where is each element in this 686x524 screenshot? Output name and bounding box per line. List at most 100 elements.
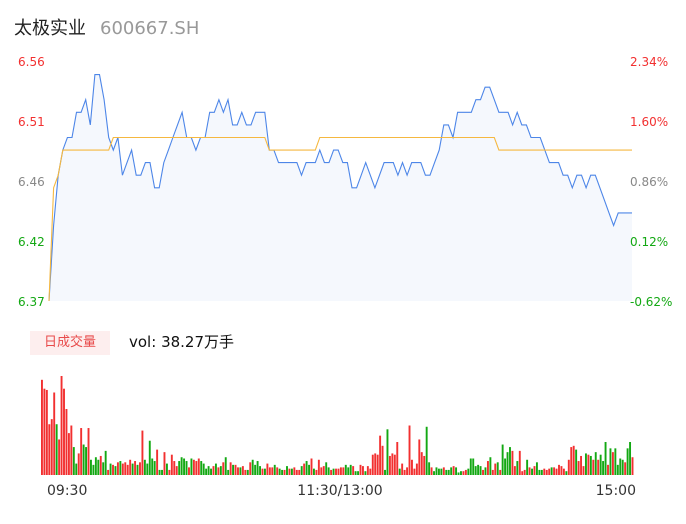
volume-bar: [460, 471, 462, 475]
volume-bar: [200, 461, 203, 475]
right-tick-label: 1.60%: [630, 115, 668, 129]
volume-bar: [278, 468, 281, 475]
volume-bar: [457, 472, 460, 475]
volume-bar: [224, 457, 227, 475]
volume-bar: [185, 461, 188, 475]
volume-bar: [526, 459, 529, 475]
volume-bar: [244, 469, 247, 475]
volume-bar: [246, 469, 249, 475]
volume-bar: [616, 464, 619, 475]
volume-bar: [337, 468, 340, 475]
volume-bar: [293, 467, 296, 475]
volume-bar: [516, 461, 519, 475]
volume-bar: [374, 453, 377, 475]
volume-bar: [195, 461, 198, 475]
volume-bar: [65, 409, 68, 475]
volume-bar: [241, 466, 244, 475]
volume-bar: [317, 459, 320, 475]
volume-bar: [479, 466, 482, 475]
volume-bar: [104, 450, 107, 475]
volume-bar: [626, 448, 629, 475]
volume-bar: [594, 452, 597, 475]
volume-bar: [325, 462, 328, 475]
volume-bar: [562, 468, 565, 475]
volume-bar: [531, 468, 533, 475]
volume-bar: [352, 466, 355, 475]
time-tick-label: 15:00: [596, 483, 636, 499]
volume-bar: [261, 468, 264, 475]
volume-bar: [528, 467, 531, 475]
left-tick-label: 6.42: [18, 235, 45, 249]
volume-bar: [523, 469, 526, 475]
volume-bar: [119, 461, 122, 475]
volume-label: vol:: [129, 333, 157, 351]
volume-bar: [558, 464, 560, 475]
volume-bar: [445, 469, 448, 475]
volume-bar: [452, 466, 455, 475]
volume-bar: [521, 471, 524, 475]
volume-bar: [349, 464, 352, 475]
volume-bar: [364, 471, 367, 475]
stock-header: 太极实业 600667.SH: [14, 14, 199, 39]
volume-bar: [631, 457, 634, 475]
volume-bar: [577, 461, 580, 475]
volume-bar: [489, 457, 492, 475]
left-tick-label: 6.51: [18, 115, 45, 129]
volume-bar: [447, 469, 450, 475]
volume-bar: [178, 461, 181, 475]
time-axis-ticks: 09:30 11:30/13:00 15:00: [47, 483, 636, 499]
volume-bar: [67, 433, 70, 475]
volume-bar: [411, 459, 413, 475]
average-price-line: [48, 136, 632, 302]
volume-bar: [371, 454, 374, 475]
volume-bar: [266, 463, 269, 475]
volume-bar: [48, 424, 51, 475]
volume-bar: [357, 471, 360, 475]
volume-bar: [406, 467, 409, 475]
volume-bar: [97, 459, 100, 475]
volume-bar: [599, 454, 602, 475]
volume-bar: [205, 468, 208, 475]
price-line: [48, 74, 632, 302]
volume-bar: [254, 464, 257, 475]
volume-bar: [92, 464, 95, 475]
volume-bar: [535, 462, 538, 475]
right-tick-label: -0.62%: [630, 295, 672, 309]
volume-bar: [234, 464, 237, 475]
volume-bar: [70, 425, 73, 475]
volume-bar: [87, 428, 90, 475]
volume-bar: [116, 462, 119, 475]
volume-bar: [347, 467, 350, 475]
volume-bar: [75, 463, 78, 475]
volume-bar: [589, 455, 592, 475]
volume-bar: [629, 442, 632, 475]
volume-bar: [423, 455, 426, 475]
volume-bar: [190, 458, 193, 475]
volume-bar: [474, 466, 477, 475]
right-tick-label: 0.86%: [630, 175, 668, 189]
volume-bar: [308, 464, 311, 475]
volume-bar: [320, 467, 323, 475]
left-tick-label: 6.56: [18, 55, 45, 69]
volume-bar: [281, 469, 284, 475]
volume-bar: [141, 430, 144, 475]
volume-bar: [540, 469, 543, 475]
volume-bar: [139, 462, 141, 475]
volume-bar: [538, 469, 541, 475]
volume-bar: [408, 425, 411, 475]
volume-bar: [286, 466, 288, 475]
volume-bar: [202, 463, 205, 475]
volume-bar: [85, 447, 88, 475]
volume-bar: [322, 466, 325, 475]
volume-bar: [391, 453, 394, 475]
volume-bar: [602, 461, 605, 475]
volume-bar: [433, 471, 435, 475]
volume-bar: [237, 467, 239, 475]
time-tick-label: 11:30/13:00: [297, 483, 382, 499]
left-axis-ticks: 6.56 6.51 6.46 6.42 6.37: [18, 55, 45, 309]
volume-bar: [146, 463, 149, 475]
volume-bar: [384, 469, 386, 475]
volume-readout: vol: 38.27万手: [129, 331, 234, 353]
volume-bar: [134, 461, 137, 475]
volume-bar: [188, 467, 190, 475]
